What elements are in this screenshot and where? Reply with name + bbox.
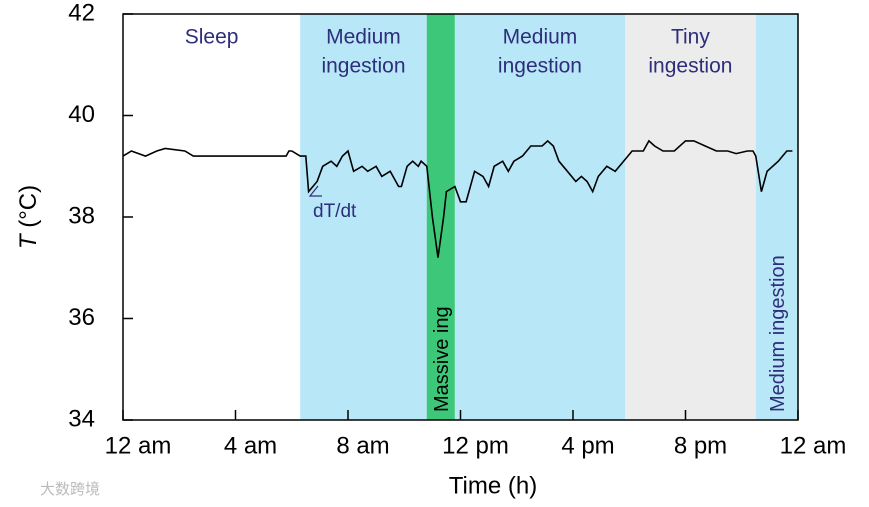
y-tick-label: 36 [68, 304, 95, 331]
x-tick-label: 8 am [336, 432, 389, 459]
region-label: Massive ing [431, 306, 453, 412]
watermark: 大数跨境 [40, 480, 100, 498]
region-label: ingestion [321, 55, 405, 78]
x-tick-label: 12 pm [442, 432, 509, 459]
region [625, 14, 756, 420]
y-axis-label: T (°C) [15, 185, 42, 249]
y-tick-label: 42 [68, 0, 95, 26]
x-tick-label: 4 pm [561, 432, 614, 459]
angle-symbol [308, 185, 322, 197]
y-tick-label: 38 [68, 202, 95, 229]
region-label: Sleep [185, 26, 239, 49]
region-label: Medium ingestion [767, 255, 789, 412]
y-label-unit: (°C) [15, 185, 42, 228]
region [123, 14, 301, 420]
x-tick-label: 12 am [780, 432, 847, 459]
plot: 34 36 38 40 42 12 am 4 am 8 am 12 pm 4 pm 8 pm 12 a… [68, 0, 846, 459]
x-tick-label: 12 am [105, 432, 172, 459]
y-tick-label: 40 [68, 101, 95, 128]
temperature-line [122, 139, 793, 258]
x-tick-label: 8 pm [674, 432, 727, 459]
plot-frame [122, 13, 799, 421]
x-tick-label: 4 am [224, 432, 277, 459]
region-label: Medium [503, 26, 578, 49]
region-label: ingestion [648, 55, 732, 78]
annotation: dT/dt [313, 201, 357, 222]
y-tick-label: 34 [68, 405, 95, 432]
region [454, 14, 626, 420]
y-label-symbol: T [15, 232, 42, 249]
regions: Sleep Medium ingestion Massive ing Medium ing… [123, 14, 798, 420]
region-label: Medium [326, 26, 401, 49]
region [426, 14, 455, 420]
region-label: ingestion [498, 55, 582, 78]
region-label: Tiny [671, 26, 710, 49]
region [300, 14, 427, 420]
x-axis-label: Time (h) [449, 472, 537, 499]
region [755, 14, 798, 420]
